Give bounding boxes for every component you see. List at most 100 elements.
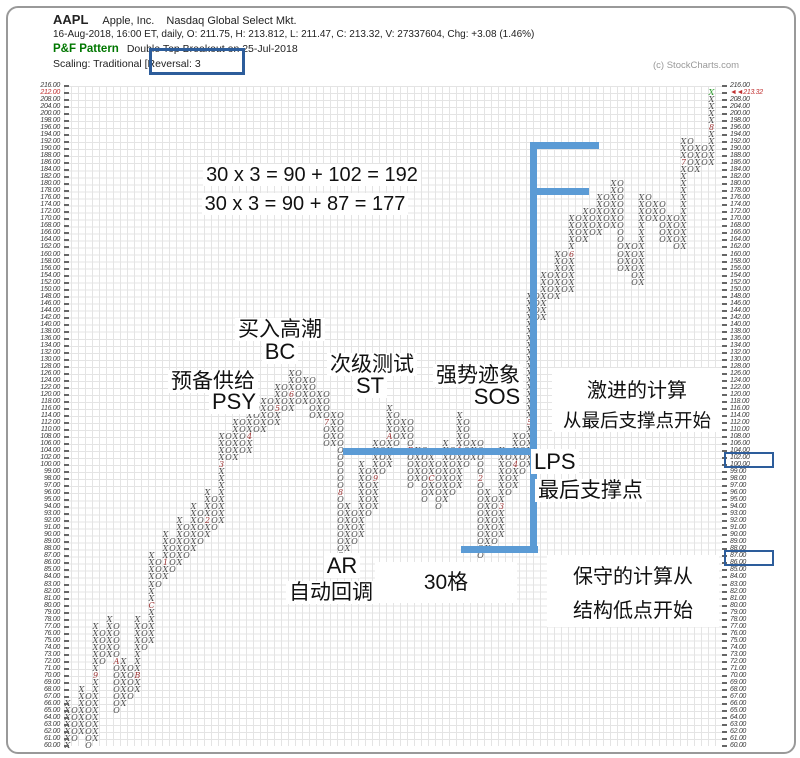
price-label: 74.00 <box>43 643 60 651</box>
price-label: 158.00 <box>40 257 60 265</box>
pnf-glyph: X <box>330 418 337 428</box>
tick-mark <box>64 274 69 277</box>
pnf-glyph: O <box>617 256 624 266</box>
pnf-glyph: X <box>176 530 183 540</box>
pnf-glyph: O <box>687 144 694 154</box>
pnf-glyph: O <box>491 509 498 519</box>
pnf-glyph: X <box>190 544 197 554</box>
tick-mark <box>722 316 727 319</box>
price-label: 136.00 <box>40 334 60 342</box>
price-label: 100.00 <box>40 461 60 469</box>
pnf-glyph: O <box>463 432 470 442</box>
pnf-glyph: X <box>162 530 169 540</box>
pnf-glyph: X <box>372 495 379 505</box>
pnf-glyph: O <box>421 467 428 477</box>
tick-mark <box>722 337 727 340</box>
pnf-glyph: O <box>85 726 92 736</box>
pnf-glyph: X <box>540 277 547 287</box>
tick-mark <box>64 464 69 467</box>
tick-mark <box>722 309 727 312</box>
pnf-glyph: X <box>92 663 99 673</box>
tick-mark <box>722 379 727 382</box>
pnf-glyph: X <box>428 460 435 470</box>
price-label: 70.00 <box>43 671 60 679</box>
pnf-glyph: B <box>134 670 141 680</box>
pnf-glyph: X <box>694 151 701 161</box>
pnf-glyph: X <box>78 698 85 708</box>
label-sign-of-strength-cn: 强势迹象 <box>426 359 530 389</box>
tick-mark <box>722 113 727 116</box>
pnf-glyph: X <box>708 116 715 126</box>
pnf-glyph: X <box>638 235 645 245</box>
pnf-glyph: O <box>477 551 484 561</box>
price-label: 86.00 <box>43 559 60 567</box>
pnf-glyph: X <box>414 467 421 477</box>
pnf-glyph: 1 <box>162 558 169 568</box>
price-label: 102.00 <box>40 454 60 462</box>
pnf-glyph: O <box>407 474 414 484</box>
tick-mark <box>722 737 727 740</box>
pnf-glyph: O <box>575 221 582 231</box>
pnf-glyph: X <box>92 733 99 743</box>
tick-mark <box>722 681 727 684</box>
pnf-glyph: O <box>519 432 526 442</box>
label-conservative-count: 保守的计算从 结构低点开始 <box>547 555 719 627</box>
pnf-glyph: O <box>631 263 638 273</box>
pnf-glyph: O <box>99 649 106 659</box>
price-label: 99.00 <box>43 468 60 476</box>
price-label: 192.00 <box>730 138 750 146</box>
pnf-glyph: O <box>603 193 610 203</box>
tick-mark <box>64 169 69 172</box>
price-label: 104.00 <box>40 447 60 455</box>
pnf-glyph: 9 <box>92 670 99 680</box>
tick-mark <box>722 611 727 614</box>
pnf-glyph: X <box>680 179 687 189</box>
pnf-glyph: O <box>365 481 372 491</box>
price-label: 166.00 <box>40 229 60 237</box>
pnf-glyph: X <box>498 488 505 498</box>
pnf-glyph: X <box>190 537 197 547</box>
pnf-glyph: X <box>148 614 155 624</box>
tick-mark <box>64 267 69 270</box>
structure-low-line <box>461 546 538 553</box>
price-label: 65.00 <box>730 706 747 714</box>
price-label: 158.00 <box>730 257 750 265</box>
pnf-glyph: O <box>281 382 288 392</box>
pnf-glyph: X <box>176 544 183 554</box>
tick-mark <box>64 358 69 361</box>
tick-mark <box>722 429 727 432</box>
pnf-glyph: O <box>85 719 92 729</box>
price-label: 162.00 <box>40 243 60 251</box>
pnf-glyph: O <box>435 488 442 498</box>
pnf-glyph: O <box>477 460 484 470</box>
pnf-glyph: O <box>323 425 330 435</box>
tick-mark <box>722 120 727 123</box>
pnf-glyph: O <box>617 228 624 238</box>
pnf-glyph: O <box>561 256 568 266</box>
pnf-glyph: X <box>120 684 127 694</box>
pnf-glyph: X <box>92 642 99 652</box>
pnf-glyph: X <box>162 544 169 554</box>
price-label: 118.00 <box>730 397 750 405</box>
tick-mark <box>722 492 727 495</box>
pnf-glyph: O <box>547 284 554 294</box>
pnf-glyph: 3 <box>218 460 225 470</box>
price-label: 176.00 <box>730 194 750 202</box>
tick-mark <box>64 295 69 298</box>
tick-mark <box>722 323 727 326</box>
tick-mark <box>64 302 69 305</box>
label-30-boxes: 30格 <box>375 562 517 603</box>
price-label: 94.00 <box>43 503 60 511</box>
pnf-glyph: O <box>351 530 358 540</box>
pnf-glyph: O <box>337 516 344 526</box>
pnf-glyph: X <box>78 719 85 729</box>
pnf-glyph: X <box>582 228 589 238</box>
price-label: 184.00 <box>730 166 750 174</box>
pnf-glyph: O <box>71 719 78 729</box>
price-label: 94.00 <box>730 503 747 511</box>
pnf-glyph: X <box>302 389 309 399</box>
tick-mark <box>722 688 727 691</box>
pnf-glyph: X <box>428 488 435 498</box>
tick-mark <box>64 478 69 481</box>
pnf-glyph: X <box>596 214 603 224</box>
